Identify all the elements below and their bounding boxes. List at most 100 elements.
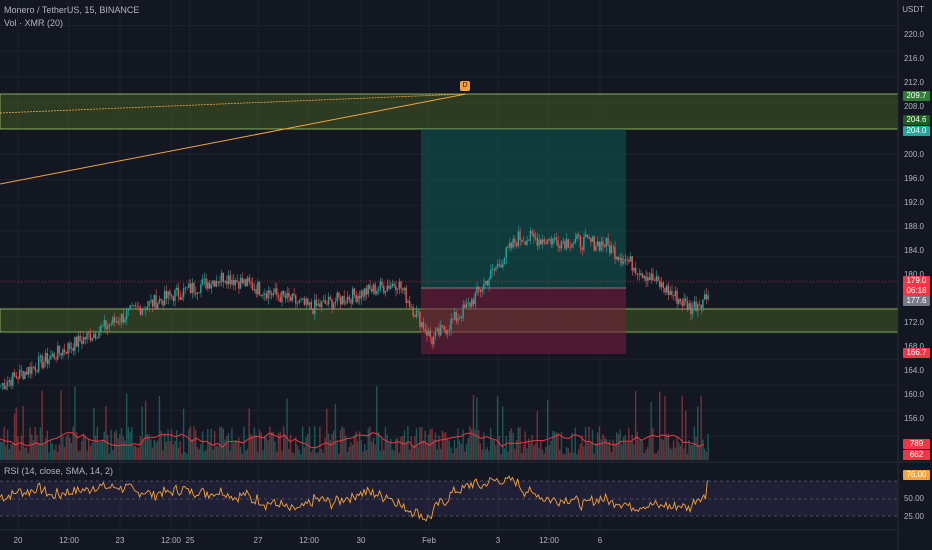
volume-bar: [345, 435, 347, 460]
trendline-short[interactable]: [0, 93, 467, 114]
candle-body: [150, 299, 152, 302]
trendline-long[interactable]: [0, 93, 467, 185]
candle-body: [640, 273, 642, 275]
candle-body: [633, 267, 635, 271]
candle-body: [270, 293, 273, 296]
candle-body: [334, 301, 337, 304]
volume-bar: [405, 442, 407, 460]
volume-bar: [640, 439, 642, 460]
volume-bar: [502, 406, 504, 460]
candle-body: [1, 383, 4, 386]
volume-bar: [22, 405, 24, 460]
price-candles: [0, 225, 709, 391]
candle-body: [357, 295, 359, 302]
candle-body: [564, 241, 566, 249]
candle-body: [619, 258, 621, 260]
volume-bar: [113, 432, 116, 460]
volume-bar: [660, 438, 663, 460]
volume-bar: [94, 435, 97, 460]
candle-body: [560, 240, 563, 249]
position-stop-area[interactable]: [421, 288, 626, 354]
candle-body: [638, 273, 640, 275]
volume-bar: [615, 432, 618, 460]
candle-body: [676, 290, 678, 304]
alert-marker-icon[interactable]: [460, 81, 470, 91]
volume-bar: [457, 428, 459, 460]
volume-bar: [136, 447, 138, 460]
candle-body: [229, 275, 231, 285]
candle-body: [215, 281, 218, 287]
candle-body: [629, 256, 632, 262]
rsi-value-tag: 76.00: [903, 470, 930, 480]
volume-bar: [555, 432, 557, 460]
volume-bar: [158, 395, 161, 460]
volume-bar: [383, 449, 385, 460]
volume-bar: [698, 444, 701, 460]
supply-zone[interactable]: [0, 93, 899, 130]
candle-body: [241, 277, 243, 284]
candle-body: [408, 301, 411, 307]
volume-bar: [191, 438, 193, 460]
volume-bar: [320, 448, 323, 460]
volume-bar: [141, 406, 143, 460]
candle-body: [29, 366, 31, 374]
candle-body: [536, 238, 538, 246]
volume-bar: [372, 437, 375, 460]
candle-body: [93, 333, 95, 339]
candle-body: [174, 290, 176, 301]
volume-bar: [571, 432, 573, 460]
candle-body: [198, 292, 200, 294]
volume-bar: [120, 428, 123, 460]
price-tick: 200.0: [903, 150, 924, 159]
volume-bar: [621, 444, 623, 460]
volume-ma-tag: 662: [903, 450, 930, 460]
candle-body: [603, 245, 606, 247]
candle-body: [569, 247, 571, 248]
volume-bar: [491, 439, 494, 460]
volume-bar: [234, 439, 237, 460]
candle-body: [157, 303, 159, 310]
volume-bar: [41, 390, 43, 460]
volume-bar: [5, 445, 7, 460]
candle-body: [703, 294, 706, 300]
candle-body: [419, 311, 421, 328]
candle-body: [191, 283, 193, 293]
position-target-area[interactable]: [421, 129, 626, 288]
price-tick: 220.0: [903, 30, 924, 39]
candle-body: [391, 283, 394, 286]
rsi-legend[interactable]: RSI (14, close, SMA, 14, 2): [4, 466, 114, 476]
candle-body: [39, 355, 42, 358]
volume-bar: [139, 436, 142, 460]
candle-body: [227, 275, 230, 285]
candle-body: [522, 241, 525, 243]
volume-bar: [50, 440, 52, 460]
price-tag-zone-mid: 204.6: [903, 115, 930, 125]
volume-bar: [151, 447, 154, 460]
volume-legend[interactable]: Vol · XMR (20): [4, 18, 64, 28]
volume-bar: [624, 435, 626, 460]
volume-bar: [629, 441, 632, 460]
candle-body: [558, 246, 561, 249]
candle-body: [353, 288, 356, 295]
candle-body: [56, 345, 59, 360]
volume-bar: [464, 451, 466, 460]
price-tag-countdown: 06:18: [903, 286, 930, 296]
price-tick: 212.0: [903, 78, 924, 87]
volume-bar: [324, 437, 326, 460]
volume-bar: [31, 434, 33, 460]
candle-body: [577, 234, 580, 237]
candle-body: [239, 277, 242, 289]
symbol-legend[interactable]: Monero / TetherUS, 15, BINANCE: [4, 5, 140, 15]
volume-bar: [15, 407, 17, 460]
volume-bar: [360, 440, 363, 460]
currency-label[interactable]: USDT: [902, 5, 924, 14]
volume-bar: [527, 438, 530, 460]
volume-bar: [439, 448, 442, 460]
candle-body: [455, 312, 457, 322]
price-tick: 164.0: [903, 366, 924, 375]
candle-body: [586, 234, 589, 238]
volume-bar: [560, 431, 563, 460]
candle-body: [634, 267, 637, 274]
candle-body: [579, 236, 582, 248]
